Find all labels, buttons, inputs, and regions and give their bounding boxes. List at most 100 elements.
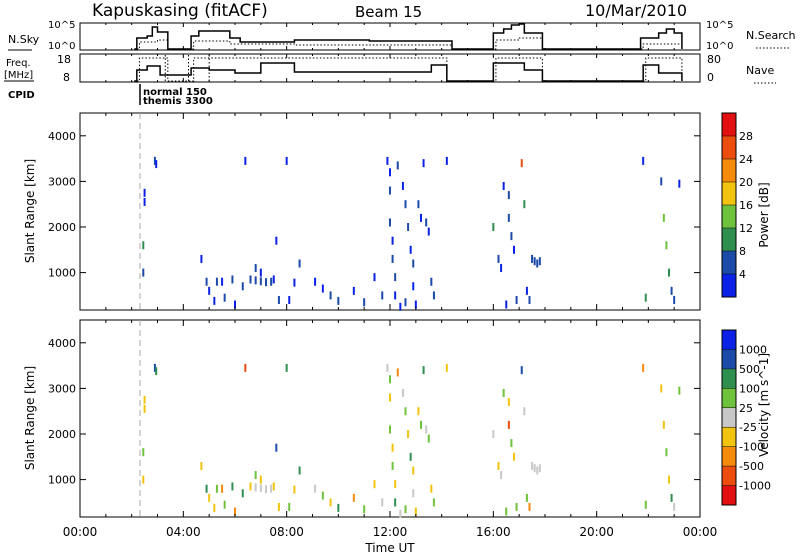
- range-cell: [249, 275, 252, 284]
- range-cell: [208, 493, 211, 502]
- power-frame: [79, 112, 701, 311]
- range-cell: [254, 471, 257, 480]
- power-y-axis: 1000 2000 3000 4000: [48, 113, 701, 310]
- range-cell: [275, 443, 278, 452]
- x-tick-label: 08:00: [269, 525, 304, 539]
- colorbar-swatch: [722, 182, 736, 205]
- power-points: [142, 156, 681, 311]
- colorbar-tick-label: -1000: [739, 480, 771, 493]
- range-cell: [673, 295, 676, 304]
- range-cell: [404, 298, 407, 307]
- range-cell: [432, 291, 435, 300]
- range-cell: [352, 286, 355, 295]
- range-cell: [153, 363, 156, 372]
- range-cell: [200, 461, 203, 470]
- velocity-y-axis: 1000 2000 3000 4000: [48, 320, 701, 517]
- range-cell: [538, 257, 541, 266]
- range-cell: [515, 502, 518, 511]
- y-tick-label: 1000: [48, 267, 76, 280]
- range-cell: [445, 363, 448, 372]
- range-cell: [536, 259, 539, 268]
- range-cell: [386, 156, 389, 165]
- range-cell: [422, 366, 425, 375]
- range-cell: [254, 264, 257, 273]
- range-cell: [525, 493, 528, 502]
- x-tick-label: 00:00: [683, 525, 718, 539]
- y-tick-label: 2000: [48, 221, 76, 234]
- range-cell: [432, 498, 435, 507]
- range-cell: [288, 295, 291, 304]
- range-cell: [275, 236, 278, 245]
- colorbar-swatch: [722, 368, 736, 389]
- range-cell: [414, 300, 417, 309]
- range-cell: [298, 259, 301, 268]
- range-cell: [401, 388, 404, 397]
- colorbar-swatch: [722, 446, 736, 467]
- colorbar-swatch: [722, 205, 736, 228]
- range-cell: [329, 498, 332, 507]
- y-tick-label: 1000: [48, 474, 76, 487]
- range-cell: [143, 188, 146, 197]
- range-cell: [241, 489, 244, 498]
- colorbar-tick-label: 8: [739, 245, 746, 258]
- colorbar-tick-label: -25: [739, 421, 757, 434]
- range-cell: [272, 482, 275, 491]
- range-cell: [394, 273, 397, 282]
- colorbar-tick-label: 1000: [739, 343, 767, 356]
- range-cell: [507, 213, 510, 222]
- range-cell: [531, 254, 534, 263]
- range-cell: [513, 452, 515, 461]
- range-cell: [670, 286, 673, 295]
- range-cell: [259, 484, 262, 493]
- range-cell: [288, 502, 291, 511]
- range-cell: [427, 227, 430, 236]
- range-cell: [215, 484, 218, 493]
- range-cell: [373, 480, 376, 489]
- range-cell: [213, 296, 216, 305]
- range-cell: [143, 395, 146, 404]
- power-panel: 1000 2000 3000 4000 Slant Range [km] 4 8 12 16…: [23, 112, 771, 311]
- power-colorbar: 4 8 12 16 20 24 28: [721, 112, 753, 298]
- range-cell: [155, 367, 158, 376]
- range-cell: [642, 156, 645, 165]
- range-cell: [389, 425, 391, 434]
- range-cell: [533, 257, 536, 266]
- colorbar-swatch: [722, 113, 736, 136]
- colorbar-swatch: [722, 330, 736, 350]
- range-cell: [215, 277, 218, 286]
- range-cell: [523, 200, 526, 209]
- range-cell: [644, 500, 647, 509]
- range-cell: [391, 461, 394, 470]
- y-tick-label: 4000: [48, 130, 76, 143]
- range-cell: [427, 434, 430, 443]
- range-cell: [404, 200, 407, 209]
- velocity-xlabel: Time UT: [364, 541, 415, 554]
- range-cell: [389, 168, 391, 177]
- range-cell: [337, 296, 340, 305]
- range-cell: [244, 363, 247, 372]
- colorbar-tick-label: -500: [739, 460, 764, 473]
- range-cell: [507, 191, 510, 200]
- range-cell: [412, 282, 415, 291]
- range-cell: [644, 293, 647, 302]
- x-tick-label: 16:00: [476, 525, 511, 539]
- velocity-colorbar: -1000 -500 -100 -25 25 100 500 1000: [721, 329, 771, 506]
- range-cell: [412, 259, 415, 268]
- power-cbar-label: Power [dB]: [757, 182, 771, 247]
- range-cell: [213, 503, 216, 512]
- colorbar-swatch: [722, 274, 736, 297]
- velocity-panel: 1000 2000 3000 4000 00:00 04:00 08:00 12:00 16:…: [23, 319, 771, 555]
- range-cell: [670, 493, 673, 502]
- cpid-label: CPID: [8, 90, 35, 101]
- range-cell: [425, 218, 428, 227]
- range-cell: [143, 404, 146, 413]
- range-cell: [409, 452, 412, 461]
- range-cell: [391, 254, 394, 263]
- range-cell: [492, 223, 495, 232]
- range-cell: [500, 471, 503, 480]
- summary-trace: [136, 37, 683, 50]
- range-cell: [430, 484, 433, 493]
- colorbar-tick-label: 16: [739, 199, 753, 212]
- freq-label: Freq.: [6, 58, 31, 69]
